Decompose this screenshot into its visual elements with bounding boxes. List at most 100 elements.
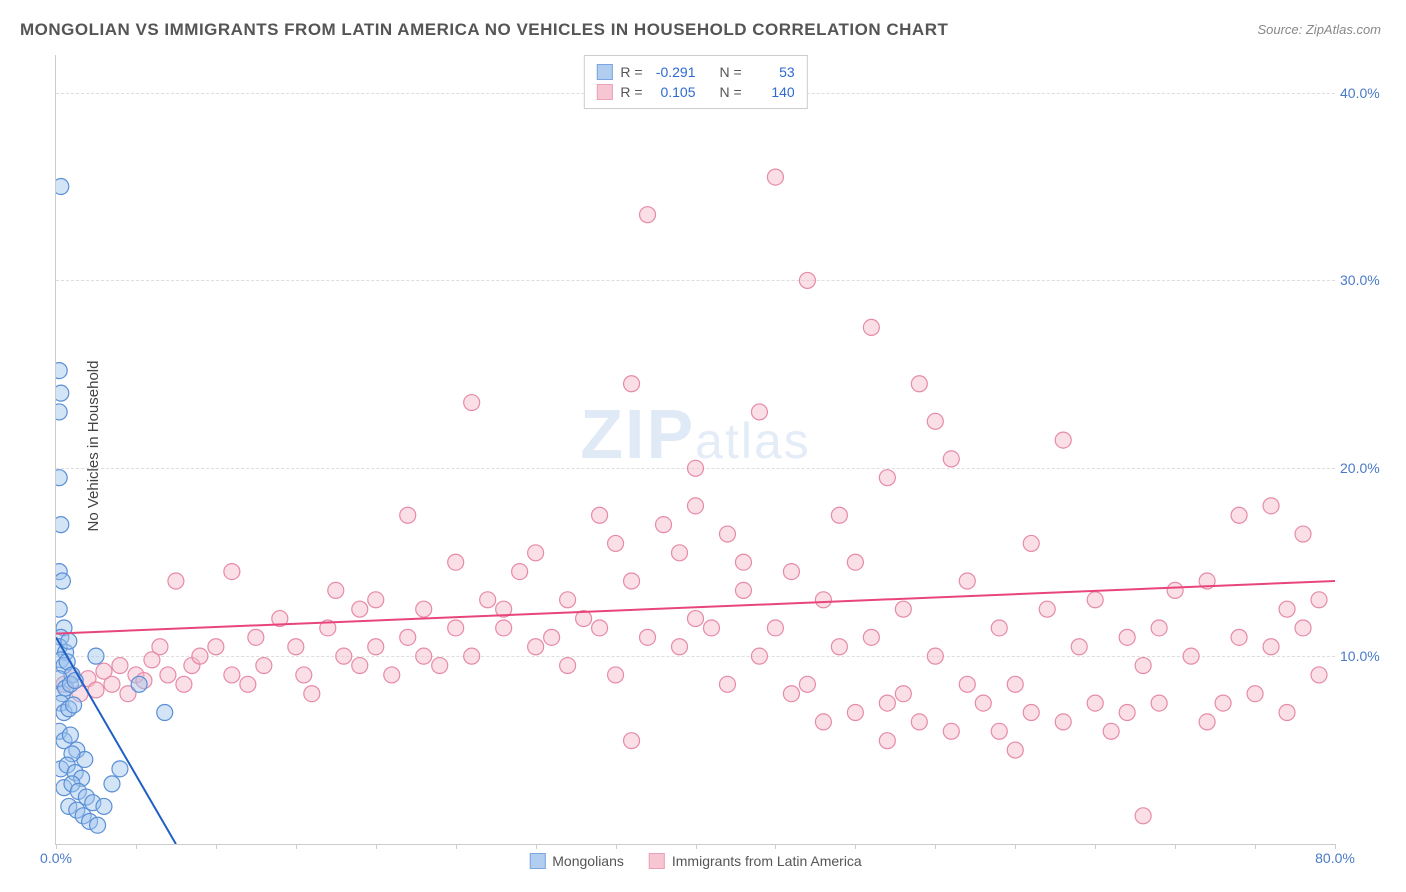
data-point [879, 733, 895, 749]
data-point [831, 639, 847, 655]
data-point [624, 573, 640, 589]
x-tick [296, 844, 297, 849]
x-tick-label-right: 80.0% [1315, 850, 1355, 866]
data-point [176, 676, 192, 692]
x-tick [855, 844, 856, 849]
r-label: R = [620, 84, 642, 100]
data-point [544, 629, 560, 645]
data-point [464, 395, 480, 411]
data-point [991, 620, 1007, 636]
data-point [288, 639, 304, 655]
scatter-svg [56, 55, 1335, 844]
r-label: R = [620, 64, 642, 80]
data-point [959, 676, 975, 692]
data-point [943, 723, 959, 739]
data-point [56, 385, 69, 401]
swatch-series-1 [596, 64, 612, 80]
bottom-legend: Mongolians Immigrants from Latin America [529, 853, 861, 869]
data-point [656, 517, 672, 533]
data-point [248, 629, 264, 645]
data-point [815, 592, 831, 608]
x-tick [935, 844, 936, 849]
data-point [496, 620, 512, 636]
data-point [328, 582, 344, 598]
data-point [112, 658, 128, 674]
data-point [512, 564, 528, 580]
data-point [480, 592, 496, 608]
y-tick-label: 40.0% [1340, 85, 1390, 101]
y-tick-label: 10.0% [1340, 648, 1390, 664]
data-point [847, 705, 863, 721]
data-point [1247, 686, 1263, 702]
data-point [767, 620, 783, 636]
data-point [304, 686, 320, 702]
source-attribution: Source: ZipAtlas.com [1257, 22, 1381, 37]
swatch-series-2 [596, 84, 612, 100]
data-point [296, 667, 312, 683]
data-point [352, 658, 368, 674]
data-point [1087, 592, 1103, 608]
x-tick [56, 844, 57, 849]
data-point [368, 592, 384, 608]
data-point [847, 554, 863, 570]
data-point [1311, 592, 1327, 608]
data-point [640, 207, 656, 223]
data-point [90, 817, 106, 833]
data-point [448, 620, 464, 636]
data-point [592, 620, 608, 636]
data-point [640, 629, 656, 645]
data-point [863, 629, 879, 645]
data-point [352, 601, 368, 617]
data-point [1087, 695, 1103, 711]
data-point [608, 535, 624, 551]
plot-area: ZIPatlas 10.0%20.0%30.0%40.0% 0.0% 80.0%… [55, 55, 1335, 845]
data-point [927, 413, 943, 429]
data-point [703, 620, 719, 636]
data-point [592, 507, 608, 523]
x-tick [775, 844, 776, 849]
data-point [751, 648, 767, 664]
data-point [1295, 526, 1311, 542]
data-point [1151, 620, 1167, 636]
legend-item-series-1: Mongolians [529, 853, 624, 869]
data-point [863, 319, 879, 335]
data-point [991, 723, 1007, 739]
correlation-stats-box: R = -0.291 N = 53 R = 0.105 N = 140 [583, 55, 807, 109]
x-tick [1015, 844, 1016, 849]
x-tick [1335, 844, 1336, 849]
data-point [624, 733, 640, 749]
data-point [719, 676, 735, 692]
data-point [672, 545, 688, 561]
data-point [1023, 705, 1039, 721]
data-point [831, 507, 847, 523]
data-point [1039, 601, 1055, 617]
data-point [157, 705, 173, 721]
data-point [799, 676, 815, 692]
data-point [56, 179, 69, 195]
data-point [911, 714, 927, 730]
data-point [168, 573, 184, 589]
data-point [1231, 629, 1247, 645]
x-tick [536, 844, 537, 849]
legend-label-series-1: Mongolians [552, 853, 624, 869]
data-point [1199, 714, 1215, 730]
data-point [1151, 695, 1167, 711]
data-point [56, 363, 67, 379]
data-point [56, 517, 69, 533]
data-point [66, 697, 82, 713]
x-tick [456, 844, 457, 849]
x-tick [616, 844, 617, 849]
data-point [416, 601, 432, 617]
data-point [528, 639, 544, 655]
chart-title: MONGOLIAN VS IMMIGRANTS FROM LATIN AMERI… [20, 20, 948, 40]
data-point [1263, 498, 1279, 514]
data-point [400, 507, 416, 523]
data-point [96, 798, 112, 814]
x-tick [1175, 844, 1176, 849]
data-point [719, 526, 735, 542]
legend-swatch-series-1 [529, 853, 545, 869]
data-point [1295, 620, 1311, 636]
y-tick-label: 30.0% [1340, 272, 1390, 288]
data-point [911, 376, 927, 392]
data-point [336, 648, 352, 664]
